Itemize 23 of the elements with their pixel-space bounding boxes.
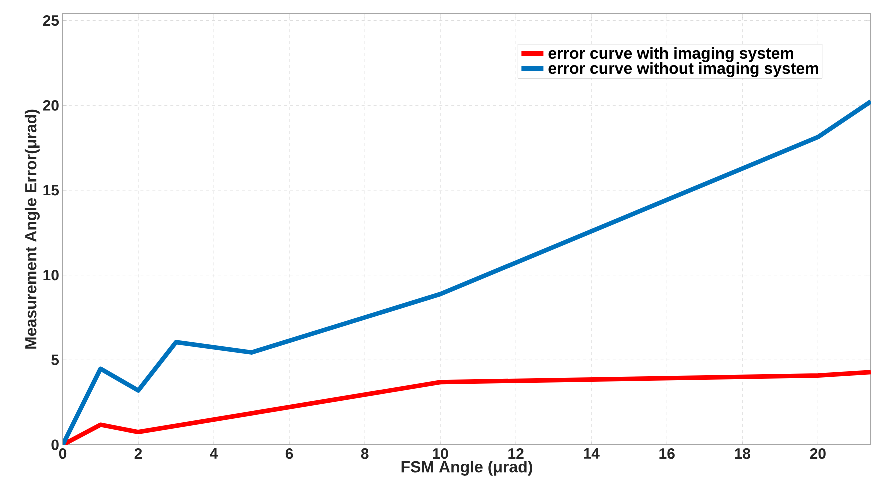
x-tick-label: 16 [660,448,675,460]
line-series [63,370,872,445]
x-tick-label: 18 [735,448,751,460]
y-tick-label: 15 [44,185,60,196]
x-tick-label: 4 [210,448,218,459]
x-tick-label: 6 [286,448,294,460]
x-tick-label: 0 [59,448,67,460]
x-tick-label: 8 [361,448,369,460]
y-axis-title: Measurement Angle Error(μrad) [24,110,40,349]
x-tick-label: 2 [134,448,142,459]
y-tick-label: 10 [44,270,59,281]
y-tick-label: 5 [52,354,60,366]
line-series [63,99,872,445]
x-tick-label: 14 [584,448,600,459]
x-tick-label: 10 [433,448,448,460]
legend-label: error curve with imaging system [548,47,794,62]
x-tick-label: 20 [810,448,826,460]
y-tick-label: 20 [43,100,59,111]
y-tick-label: 0 [52,440,59,450]
x-tick-label: 12 [508,448,524,459]
y-tick-label: 25 [43,15,60,26]
x-axis-title: FSM Angle (μrad) [402,460,532,476]
legend-label: error curve without imaging system [548,62,818,78]
